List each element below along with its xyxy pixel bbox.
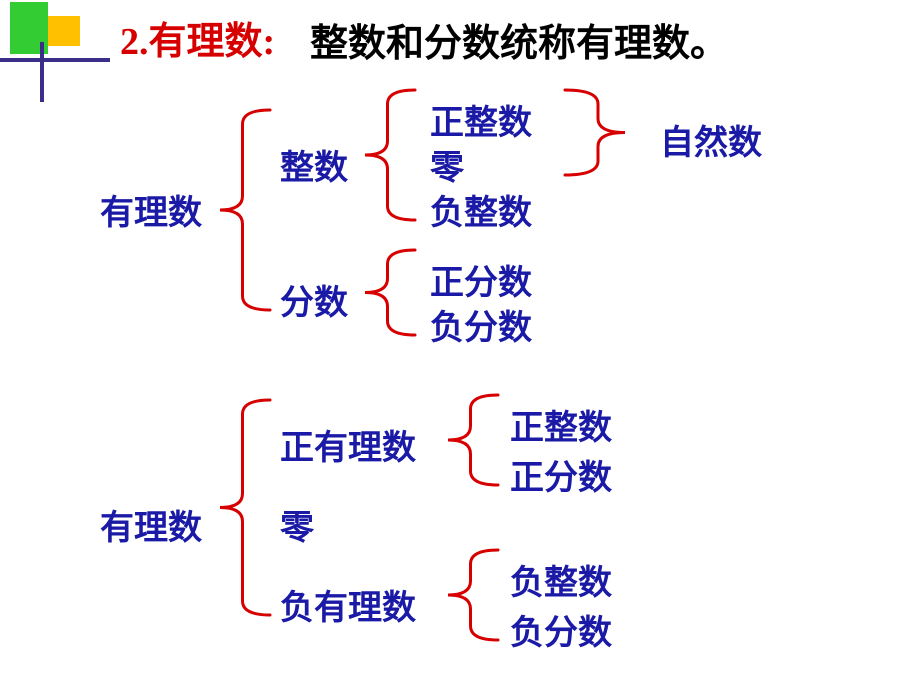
t2-root-brace [220,400,270,615]
t1-root-brace [220,110,270,310]
logo-vertical-line [40,42,44,102]
t1-natural-brace [565,90,625,175]
brace-layer [0,0,920,690]
t1-frac-brace [365,250,415,335]
t2-pos-brace [448,395,498,485]
slide-stage: 2.有理数: 整数和分数统称有理数。 有理数 整数 分数 正整数 零 负整数 正… [0,0,920,690]
logo-horizontal-line [0,58,110,62]
t2-neg-brace [448,550,498,640]
t1-int-brace [365,90,415,220]
